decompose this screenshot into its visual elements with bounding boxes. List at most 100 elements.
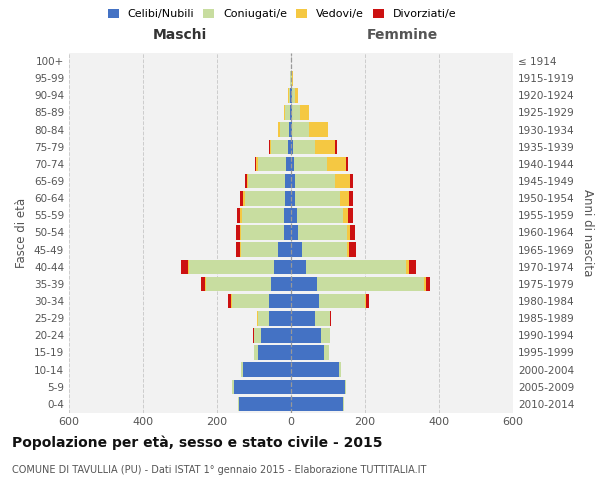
Bar xyxy=(256,156,258,171)
Bar xyxy=(271,276,291,291)
Bar xyxy=(278,242,291,257)
Bar xyxy=(343,396,344,411)
Bar xyxy=(233,380,291,394)
Bar xyxy=(291,345,325,360)
Bar xyxy=(291,396,343,411)
Bar xyxy=(317,276,424,291)
Bar xyxy=(349,242,356,257)
Bar xyxy=(289,88,290,102)
Bar xyxy=(232,380,233,394)
Bar xyxy=(247,174,248,188)
Bar xyxy=(291,174,295,188)
Bar xyxy=(343,208,349,222)
Bar xyxy=(181,260,188,274)
Bar xyxy=(295,174,335,188)
Bar xyxy=(350,174,353,188)
Bar xyxy=(291,88,292,102)
Bar xyxy=(335,140,337,154)
Bar xyxy=(240,225,241,240)
Bar xyxy=(239,396,291,411)
Bar xyxy=(306,260,406,274)
Text: Maschi: Maschi xyxy=(153,28,207,42)
Bar xyxy=(347,242,349,257)
Bar xyxy=(269,140,271,154)
Bar xyxy=(262,328,291,342)
Bar xyxy=(258,311,269,326)
Bar xyxy=(258,156,286,171)
Bar xyxy=(254,345,258,360)
Bar xyxy=(296,208,343,222)
Bar xyxy=(291,311,315,326)
Bar xyxy=(319,294,365,308)
Bar xyxy=(278,122,280,137)
Bar xyxy=(293,140,315,154)
Bar xyxy=(406,260,409,274)
Bar xyxy=(241,191,243,206)
Bar xyxy=(291,328,320,342)
Bar xyxy=(292,105,299,120)
Bar xyxy=(309,122,328,137)
Bar xyxy=(241,242,278,257)
Bar xyxy=(291,208,296,222)
Bar xyxy=(295,191,340,206)
Bar xyxy=(248,174,286,188)
Bar xyxy=(291,380,344,394)
Bar xyxy=(339,362,341,377)
Bar xyxy=(347,225,350,240)
Bar xyxy=(295,88,298,102)
Text: COMUNE DI TAVULLIA (PU) - Dati ISTAT 1° gennaio 2015 - Elaborazione TUTTITALIA.I: COMUNE DI TAVULLIA (PU) - Dati ISTAT 1° … xyxy=(12,465,427,475)
Bar xyxy=(286,174,291,188)
Bar xyxy=(340,191,349,206)
Bar xyxy=(284,208,291,222)
Bar xyxy=(206,276,271,291)
Bar xyxy=(228,294,231,308)
Bar xyxy=(245,191,286,206)
Bar xyxy=(291,156,294,171)
Legend: Celibi/Nubili, Coniugati/e, Vedovi/e, Divorziati/e: Celibi/Nubili, Coniugati/e, Vedovi/e, Di… xyxy=(104,6,460,22)
Bar xyxy=(335,174,350,188)
Bar xyxy=(235,242,240,257)
Bar xyxy=(350,225,355,240)
Bar xyxy=(254,328,262,342)
Y-axis label: Anni di nascita: Anni di nascita xyxy=(581,189,594,276)
Bar xyxy=(315,140,335,154)
Bar xyxy=(346,156,347,171)
Bar xyxy=(344,380,346,394)
Bar xyxy=(245,174,247,188)
Bar xyxy=(243,362,291,377)
Bar xyxy=(291,105,292,120)
Bar xyxy=(315,311,330,326)
Bar xyxy=(188,260,189,274)
Bar xyxy=(327,156,346,171)
Bar xyxy=(231,294,232,308)
Bar xyxy=(294,156,327,171)
Bar xyxy=(289,122,291,137)
Bar xyxy=(291,140,293,154)
Bar xyxy=(292,88,295,102)
Bar xyxy=(291,362,339,377)
Bar xyxy=(258,345,291,360)
Bar xyxy=(302,242,347,257)
Bar xyxy=(205,276,206,291)
Bar xyxy=(409,260,416,274)
Y-axis label: Fasce di età: Fasce di età xyxy=(16,198,28,268)
Bar xyxy=(232,294,269,308)
Bar xyxy=(292,122,309,137)
Text: Femmine: Femmine xyxy=(367,28,437,42)
Bar xyxy=(236,225,240,240)
Bar xyxy=(271,140,288,154)
Bar xyxy=(330,311,331,326)
Text: Popolazione per età, sesso e stato civile - 2015: Popolazione per età, sesso e stato civil… xyxy=(12,435,383,450)
Bar xyxy=(238,396,239,411)
Bar xyxy=(284,105,285,120)
Bar xyxy=(320,328,330,342)
Bar xyxy=(290,105,291,120)
Bar xyxy=(241,225,284,240)
Bar xyxy=(280,122,289,137)
Bar xyxy=(349,191,353,206)
Bar xyxy=(237,208,240,222)
Bar xyxy=(255,156,256,171)
Bar xyxy=(269,294,291,308)
Bar xyxy=(292,71,293,86)
Bar xyxy=(424,276,426,291)
